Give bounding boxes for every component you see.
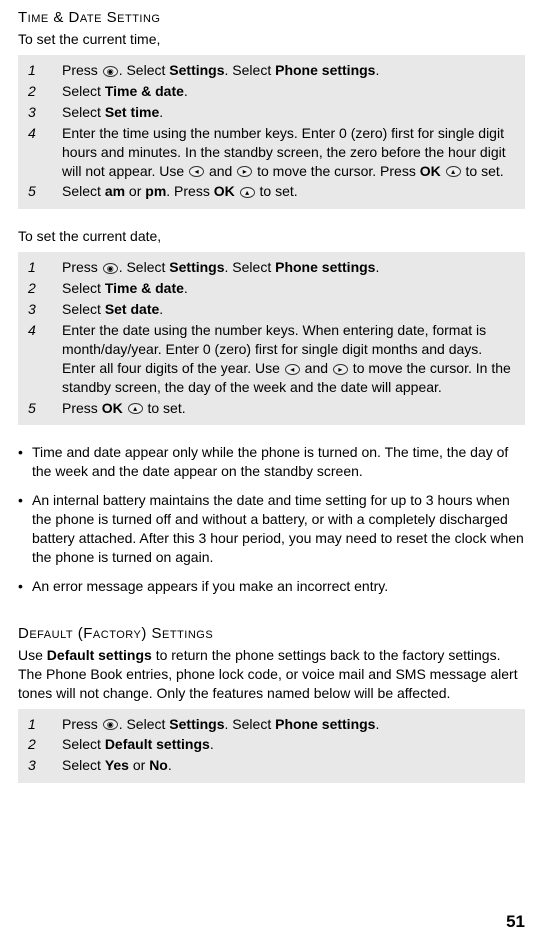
step-num: 2: [28, 82, 62, 101]
up-icon: ▴: [128, 403, 143, 414]
step-num: 1: [28, 61, 62, 80]
step-num: 4: [28, 124, 62, 143]
steps-box-default: 1 Press ◉. Select Settings. Select Phone…: [18, 709, 525, 784]
step-text: Select Set date.: [62, 300, 515, 319]
step-num: 2: [28, 735, 62, 754]
step-text: Enter the time using the number keys. En…: [62, 124, 515, 181]
step-text: Press ◉. Select Settings. Select Phone s…: [62, 715, 515, 734]
right-icon: ▸: [333, 364, 348, 375]
left-icon: ◂: [189, 166, 204, 177]
up-icon: ▴: [446, 166, 461, 177]
step-text: Select Time & date.: [62, 279, 515, 298]
step-text: Press ◉. Select Settings. Select Phone s…: [62, 61, 515, 80]
steps-box-date: 1 Press ◉. Select Settings. Select Phone…: [18, 252, 525, 425]
nav-icon: ◉: [103, 66, 118, 77]
notes-bullets: •Time and date appear only while the pho…: [18, 443, 525, 595]
nav-icon: ◉: [103, 719, 118, 730]
step-text: Select Set time.: [62, 103, 515, 122]
intro-date: To set the current date,: [18, 227, 525, 246]
bullet-text: An error message appears if you make an …: [32, 577, 525, 596]
bullet-text: Time and date appear only while the phon…: [32, 443, 525, 481]
left-icon: ◂: [285, 364, 300, 375]
section-title-time-date: Time & Date Setting: [18, 8, 525, 28]
step-text: Enter the date using the number keys. Wh…: [62, 321, 515, 397]
page-number: 51: [506, 911, 525, 934]
steps-box-time: 1 Press ◉. Select Settings. Select Phone…: [18, 55, 525, 209]
step-num: 1: [28, 258, 62, 277]
step-num: 3: [28, 300, 62, 319]
step-text: Press OK ▴ to set.: [62, 399, 515, 418]
step-num: 5: [28, 182, 62, 201]
step-text: Select Time & date.: [62, 82, 515, 101]
step-text: Select Yes or No.: [62, 756, 515, 775]
default-para: Use Default settings to return the phone…: [18, 646, 525, 703]
intro-time: To set the current time,: [18, 30, 525, 49]
step-num: 3: [28, 103, 62, 122]
step-num: 1: [28, 715, 62, 734]
right-icon: ▸: [237, 166, 252, 177]
bullet-dot: •: [18, 577, 32, 596]
step-num: 3: [28, 756, 62, 775]
bullet-dot: •: [18, 443, 32, 462]
bullet-dot: •: [18, 491, 32, 510]
step-text: Select am or pm. Press OK ▴ to set.: [62, 182, 515, 201]
up-icon: ▴: [240, 187, 255, 198]
section-title-default: Default (Factory) Settings: [18, 624, 525, 644]
step-text: Select Default settings.: [62, 735, 515, 754]
step-num: 4: [28, 321, 62, 340]
step-text: Press ◉. Select Settings. Select Phone s…: [62, 258, 515, 277]
step-num: 2: [28, 279, 62, 298]
step-num: 5: [28, 399, 62, 418]
bullet-text: An internal battery maintains the date a…: [32, 491, 525, 567]
nav-icon: ◉: [103, 263, 118, 274]
